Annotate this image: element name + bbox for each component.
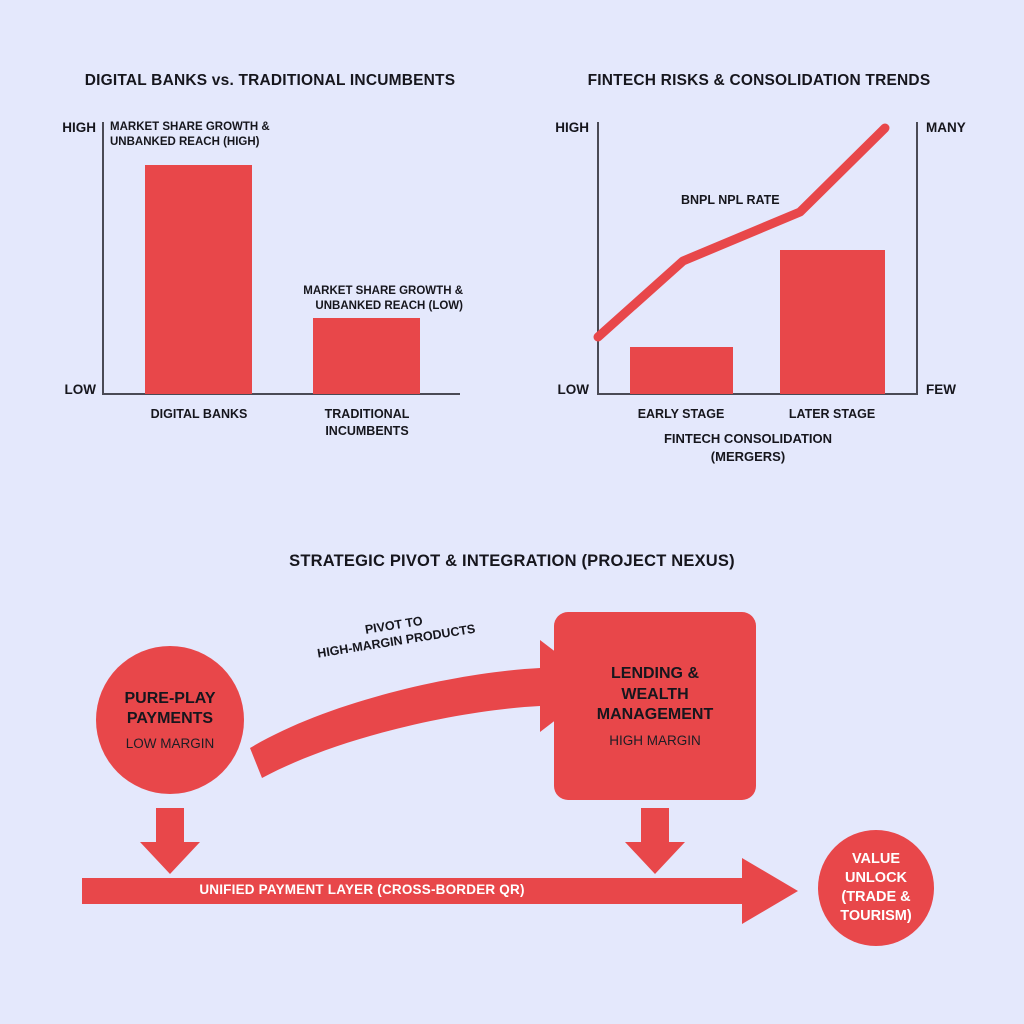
right-chart-bar-later-stage — [780, 250, 885, 394]
right-chart-y-right-many-label: MANY — [926, 120, 966, 135]
left-chart-bar-2-annotation-line-2: UNBANKED REACH (LOW) — [315, 300, 463, 313]
right-chart-x-axis — [597, 393, 918, 395]
node-value-unlock-line-1: VALUE — [851, 851, 901, 868]
right-chart-x-caption-line-2: (MERGERS) — [710, 448, 786, 464]
node-value-unlock-line-3: (TRADE & — [841, 889, 911, 905]
left-chart-category-2-line-2: INCUMBENTS — [325, 423, 409, 438]
right-chart-panel: FINTECH RISKS & CONSOLIDATION TRENDS HIG… — [524, 62, 994, 472]
node-lending-wealth-subtitle: HIGH MARGIN — [609, 732, 701, 748]
right-chart-y-left-high-label: HIGH — [555, 120, 589, 135]
left-chart-panel: DIGITAL BANKS vs. TRADITIONAL INCUMBENTS… — [40, 62, 500, 452]
pivot-arrow-label-wrap: PIVOT TO HIGH-MARGIN PRODUCTS — [284, 600, 512, 704]
node-value-unlock-line-4: TOURISM) — [840, 907, 912, 924]
right-chart-y-axis-right — [916, 122, 918, 394]
left-chart-y-axis — [102, 122, 104, 394]
right-chart-title: FINTECH RISKS & CONSOLIDATION TRENDS — [587, 72, 931, 89]
node-pure-play-payments-title-line-2: PAYMENTS — [126, 710, 214, 727]
down-arrow-from-lending-icon — [625, 808, 685, 874]
right-chart-category-label-later-stage: LATER STAGE — [762, 406, 902, 423]
node-pure-play-payments-title-line-1: PURE-PLAY — [124, 689, 216, 707]
right-chart-y-axis-left — [597, 122, 599, 394]
flow-section-title: STRATEGIC PIVOT & INTEGRATION (PROJECT N… — [289, 552, 735, 570]
left-chart-bar-2-annotation: MARKET SHARE GROWTH & UNBANKED REACH (LO… — [273, 284, 463, 314]
unified-payment-layer-label: UNIFIED PAYMENT LAYER (CROSS-BORDER QR) — [199, 882, 525, 897]
right-chart-category-2-text: LATER STAGE — [788, 407, 876, 421]
right-chart-category-1-text: EARLY STAGE — [637, 407, 725, 421]
right-chart-line-label: BNPL NPL RATE — [681, 193, 780, 207]
left-chart-y-high-label: HIGH — [62, 120, 96, 135]
left-chart-bar-1-annotation: MARKET SHARE GROWTH & UNBANKED REACH (HI… — [110, 120, 270, 150]
left-chart-bar-traditional-incumbents — [313, 318, 420, 394]
node-value-unlock-title: VALUE UNLOCK (TRADE & TOURISM) — [840, 850, 911, 925]
left-chart-y-low-label: LOW — [64, 382, 97, 397]
pivot-arrow-label: PIVOT TO HIGH-MARGIN PRODUCTS — [284, 600, 506, 667]
right-chart-x-caption-line-1: FINTECH CONSOLIDATION — [663, 431, 833, 446]
right-chart-y-right-few-label: FEW — [926, 382, 956, 397]
node-lending-wealth-title-line-2: WEALTH — [621, 685, 689, 703]
right-chart-bar-early-stage — [630, 347, 733, 394]
left-chart-bar-1-annotation-line-1: MARKET SHARE GROWTH & — [110, 121, 270, 133]
left-chart-category-label-traditional-incumbents: TRADITIONAL INCUMBENTS — [296, 406, 438, 439]
left-chart-bar-2-annotation-line-1: MARKET SHARE GROWTH & — [303, 285, 463, 297]
down-arrow-from-payments-icon — [140, 808, 200, 874]
node-value-unlock[interactable]: VALUE UNLOCK (TRADE & TOURISM) — [818, 830, 934, 946]
node-lending-wealth-title-line-3: MANAGEMENT — [596, 706, 714, 724]
left-chart-bar-digital-banks — [145, 165, 252, 394]
left-chart-bar-1-annotation-line-2: UNBANKED REACH (HIGH) — [110, 136, 260, 149]
node-pure-play-payments[interactable]: PURE-PLAY PAYMENTS LOW MARGIN — [96, 646, 244, 794]
left-chart-category-2-line-1: TRADITIONAL — [324, 407, 410, 421]
node-pure-play-payments-title: PURE-PLAY PAYMENTS — [125, 689, 216, 730]
right-chart-trend-line — [593, 123, 890, 342]
right-chart-x-axis-caption: FINTECH CONSOLIDATION (MERGERS) — [588, 430, 908, 465]
node-lending-wealth-title: LENDING & WEALTH MANAGEMENT — [597, 664, 713, 725]
node-pure-play-payments-subtitle: LOW MARGIN — [125, 736, 215, 752]
right-chart-category-label-early-stage: EARLY STAGE — [611, 406, 751, 423]
node-lending-wealth-management[interactable]: LENDING & WEALTH MANAGEMENT HIGH MARGIN — [554, 612, 756, 800]
left-chart-category-1-line-1: DIGITAL BANKS — [150, 407, 248, 421]
node-lending-wealth-title-line-1: LENDING & — [611, 665, 699, 683]
unified-payment-layer-arrow — [82, 858, 798, 924]
node-value-unlock-line-2: UNLOCK — [844, 870, 908, 887]
left-chart-x-axis — [102, 393, 460, 395]
right-chart-y-left-low-label: LOW — [557, 382, 590, 397]
left-chart-title: DIGITAL BANKS vs. TRADITIONAL INCUMBENTS — [84, 72, 456, 89]
left-chart-category-label-digital-banks: DIGITAL BANKS — [128, 406, 270, 423]
